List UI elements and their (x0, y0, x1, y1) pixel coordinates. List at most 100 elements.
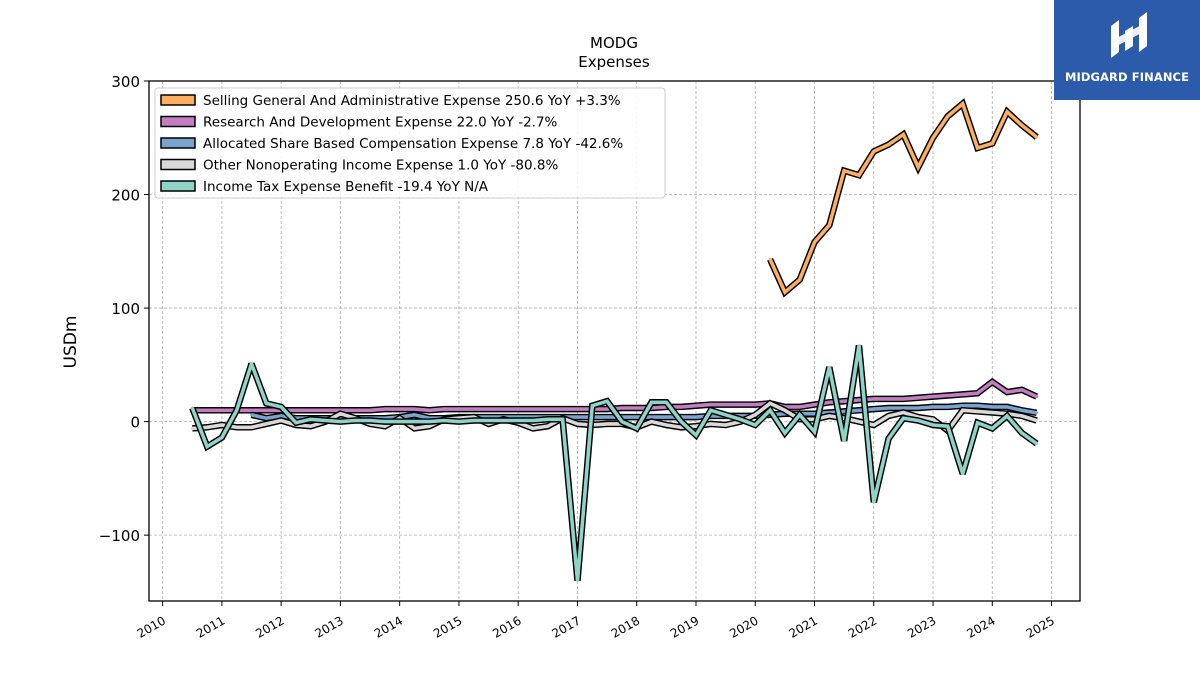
data-point (502, 419, 505, 422)
data-point (1005, 405, 1009, 409)
data-point (413, 427, 416, 430)
data-point (665, 400, 668, 404)
data-point (887, 406, 890, 410)
data-point (753, 403, 757, 406)
series-outline (189, 344, 1039, 581)
data-point (1020, 414, 1024, 418)
data-point (635, 406, 639, 410)
data-point (546, 417, 550, 421)
data-point (190, 406, 194, 410)
data-point (264, 422, 268, 426)
data-point (946, 405, 950, 409)
x-tick-label: 2018 (609, 613, 642, 640)
series-line (190, 345, 1038, 581)
data-point (635, 415, 639, 419)
x-tick-label: 2019 (668, 613, 701, 640)
data-point (605, 407, 609, 411)
series-layer (189, 98, 1039, 582)
legend: Selling General And Administrative Expen… (154, 87, 666, 199)
data-point (650, 400, 653, 404)
plot-frame (148, 80, 1081, 602)
data-point (427, 420, 431, 423)
data-point (902, 406, 905, 410)
data-point (976, 421, 979, 425)
data-point (857, 408, 861, 412)
data-point (1020, 408, 1024, 412)
data-point (250, 408, 253, 412)
data-point (724, 403, 727, 406)
data-point (309, 424, 313, 428)
data-point (531, 419, 535, 422)
x-tick-label: 2015 (431, 613, 464, 640)
data-point (872, 500, 876, 504)
data-point (235, 425, 239, 429)
series-1 (767, 98, 1039, 298)
data-point (250, 362, 253, 366)
data-point (990, 405, 994, 409)
data-point (457, 420, 461, 423)
data-point (887, 397, 890, 401)
data-point (916, 419, 920, 422)
data-point (620, 406, 624, 410)
data-point (531, 407, 535, 411)
x-tick-label: 2023 (905, 613, 938, 640)
legend-swatch (160, 137, 196, 149)
data-point (605, 415, 609, 419)
data-point (516, 419, 520, 422)
data-point (872, 150, 876, 153)
x-tick-label: 2017 (550, 613, 583, 640)
data-point (531, 427, 535, 430)
data-point (294, 408, 298, 412)
data-point (931, 423, 935, 427)
data-point (887, 143, 890, 147)
data-point (961, 408, 965, 412)
data-point (309, 408, 313, 412)
data-point (205, 408, 209, 412)
data-point (650, 415, 653, 419)
data-point (902, 411, 905, 414)
data-point (931, 136, 935, 140)
data-point (1005, 390, 1009, 394)
data-point (353, 408, 357, 412)
legend-box (154, 87, 666, 199)
data-point (309, 417, 313, 421)
data-point (827, 400, 831, 404)
data-point (724, 413, 727, 417)
data-point (324, 419, 327, 422)
data-point (1005, 110, 1009, 114)
data-point (976, 410, 979, 413)
legend-entry: Allocated Share Based Compensation Expen… (203, 136, 623, 152)
data-point (916, 165, 920, 169)
data-point (220, 436, 224, 439)
data-point (1020, 388, 1024, 392)
data-point (665, 415, 668, 419)
data-point (413, 407, 416, 411)
brand-name: MIDGARD FINANCE (1064, 70, 1190, 84)
data-point (976, 391, 979, 395)
x-tick-label: 2013 (312, 613, 345, 640)
legend-swatch (160, 94, 196, 106)
x-tick-label: 2012 (253, 613, 286, 640)
data-point (487, 407, 490, 411)
x-tick-label: 2025 (1024, 613, 1057, 640)
data-point (353, 419, 357, 422)
data-point (383, 420, 387, 423)
data-point (916, 406, 920, 410)
data-point (990, 380, 994, 384)
y-axis-label: USDm (61, 316, 81, 369)
series-line (192, 401, 1038, 434)
data-point (605, 422, 609, 426)
data-point (1020, 123, 1024, 127)
data-point (576, 415, 579, 419)
data-point (813, 240, 816, 244)
data-point (768, 257, 772, 261)
x-tick-label: 2014 (372, 613, 405, 640)
data-point (250, 425, 253, 429)
data-point (279, 414, 283, 418)
data-point (679, 420, 683, 423)
x-tick-label: 2020 (727, 613, 760, 640)
data-point (1035, 442, 1039, 445)
data-point (190, 427, 194, 430)
x-tick-label: 2016 (490, 613, 523, 640)
data-point (827, 414, 831, 418)
